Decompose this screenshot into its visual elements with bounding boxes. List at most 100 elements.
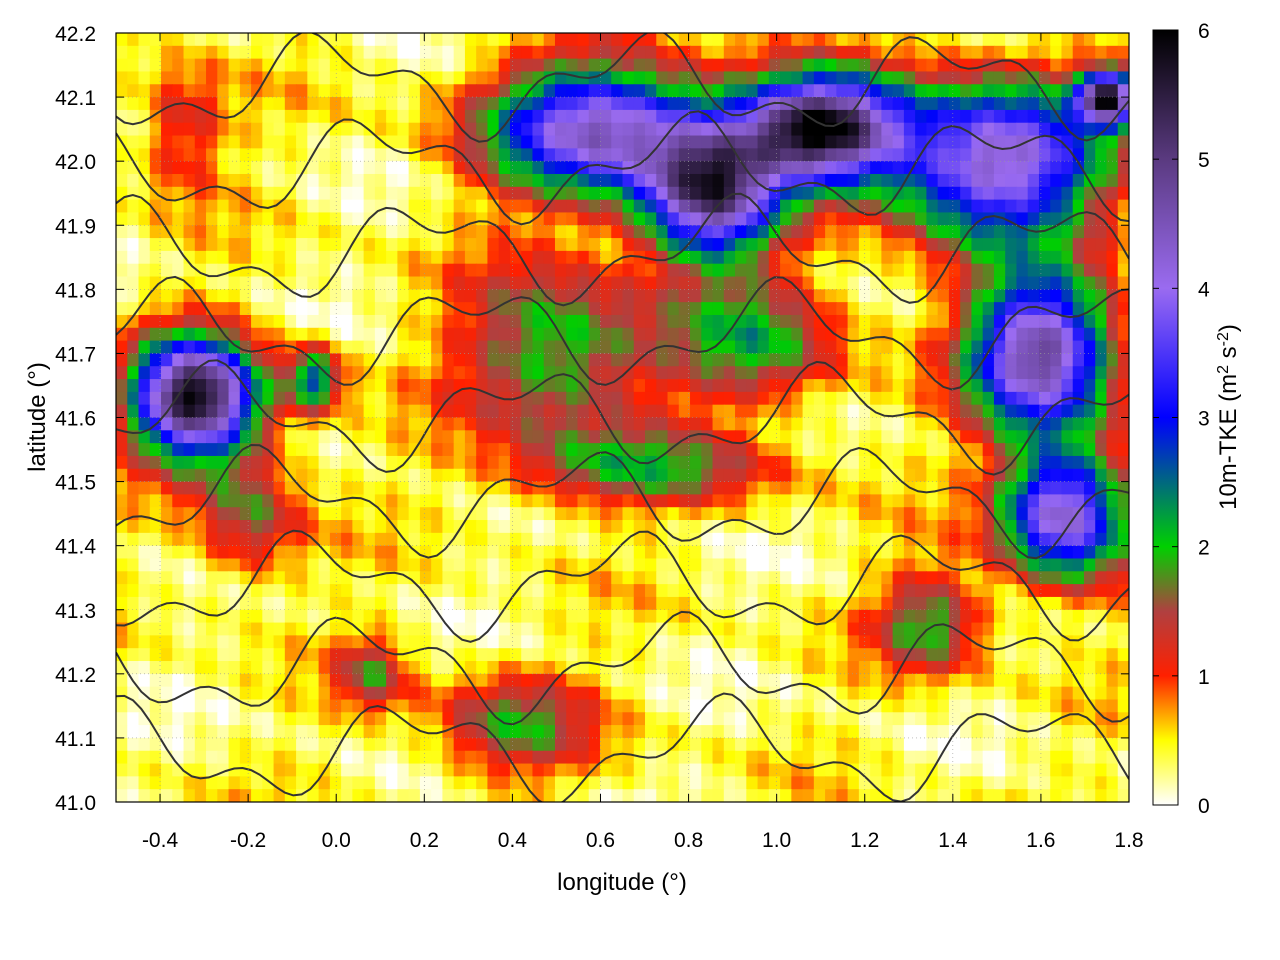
heatmap-cell: [464, 173, 477, 188]
heatmap-cell: [532, 276, 545, 290]
heatmap-cell: [723, 161, 736, 175]
heatmap-cell: [892, 455, 905, 470]
heatmap-cell: [667, 366, 680, 380]
heatmap-cell: [656, 314, 669, 329]
heatmap-cell: [149, 302, 162, 316]
heatmap-cell: [836, 33, 849, 47]
heatmap-cell: [633, 238, 646, 252]
heatmap-cell: [915, 725, 927, 739]
heatmap-cell: [161, 71, 173, 85]
heatmap-cell: [329, 648, 342, 662]
heatmap-cell: [825, 673, 837, 688]
heatmap-cell: [284, 417, 297, 431]
heatmap-cell: [1095, 404, 1108, 419]
heatmap-cell: [498, 417, 511, 431]
heatmap-cell: [397, 199, 410, 214]
heatmap-cell: [566, 148, 579, 162]
heatmap-cell: [993, 648, 1006, 662]
heatmap-cell: [1016, 109, 1029, 124]
heatmap-cell: [183, 302, 196, 316]
heatmap-cell: [881, 404, 894, 419]
heatmap-cell: [757, 263, 770, 278]
heatmap-cell: [1050, 186, 1063, 201]
heatmap-cell: [881, 494, 894, 508]
heatmap-cell: [566, 122, 579, 137]
heatmap-cell: [464, 340, 477, 355]
heatmap-cell: [431, 135, 444, 149]
heatmap-cell: [847, 289, 860, 303]
heatmap-cell: [791, 289, 804, 303]
heatmap-cell: [667, 263, 680, 278]
heatmap-cell: [554, 199, 567, 214]
heatmap-cell: [183, 340, 196, 355]
heatmap-cell: [723, 340, 736, 355]
heatmap-cell: [858, 302, 871, 316]
heatmap-cell: [768, 161, 781, 175]
heatmap-cell: [780, 507, 792, 521]
heatmap-cell: [780, 481, 792, 495]
heatmap-cell: [543, 379, 556, 393]
heatmap-cell: [318, 225, 331, 239]
heatmap-cell: [1005, 609, 1018, 624]
heatmap-cell: [656, 302, 669, 316]
heatmap-cell: [532, 686, 545, 701]
heatmap-cell: [1005, 225, 1018, 239]
heatmap-cell: [217, 122, 230, 137]
heatmap-cell: [543, 186, 556, 201]
heatmap-cell: [971, 225, 984, 239]
heatmap-cell: [498, 148, 511, 162]
heatmap-cell: [262, 109, 275, 124]
heatmap-cell: [1027, 276, 1040, 290]
heatmap-cell: [284, 686, 297, 701]
heatmap-cell: [296, 622, 308, 636]
heatmap-cell: [206, 737, 218, 752]
heatmap-cell: [239, 494, 252, 508]
heatmap-cell: [1027, 212, 1040, 226]
heatmap-cell: [971, 699, 984, 713]
heatmap-cell: [329, 596, 342, 611]
heatmap-cell: [993, 494, 1006, 508]
heatmap-cell: [701, 84, 714, 98]
heatmap-cell: [217, 97, 230, 111]
heatmap-cell: [690, 443, 702, 457]
heatmap-cell: [566, 276, 579, 290]
heatmap-cell: [521, 545, 534, 560]
heatmap-cell: [1083, 250, 1096, 265]
heatmap-cell: [1106, 545, 1119, 560]
heatmap-cell: [633, 686, 646, 701]
heatmap-cell: [847, 545, 860, 560]
heatmap-cell: [1083, 109, 1096, 124]
heatmap-cell: [1072, 648, 1085, 662]
heatmap-cell: [1083, 545, 1096, 560]
heatmap-cell: [690, 161, 702, 175]
heatmap-cell: [746, 609, 759, 624]
heatmap-cell: [532, 161, 545, 175]
heatmap-cell: [543, 314, 556, 329]
heatmap-cell: [566, 686, 579, 701]
heatmap-cell: [329, 417, 342, 431]
heatmap-cell: [138, 532, 151, 547]
heatmap-cell: [1005, 699, 1018, 713]
heatmap-cell: [453, 571, 466, 585]
heatmap-cell: [757, 366, 770, 380]
heatmap-cell: [408, 212, 421, 226]
heatmap-cell: [645, 135, 657, 149]
heatmap-cell: [149, 584, 162, 598]
heatmap-cell: [453, 327, 466, 342]
heatmap-cell: [352, 135, 365, 149]
heatmap-cell: [363, 673, 376, 688]
heatmap-cell: [442, 276, 455, 290]
heatmap-cell: [206, 712, 218, 726]
heatmap-cell: [284, 45, 297, 60]
heatmap-cell: [982, 263, 995, 278]
heatmap-cell: [723, 58, 736, 73]
heatmap-cell: [645, 302, 657, 316]
heatmap-cell: [813, 545, 826, 560]
heatmap-cell: [1072, 686, 1085, 701]
heatmap-cell: [993, 212, 1006, 226]
heatmap-cell: [194, 122, 207, 137]
heatmap-cell: [442, 33, 455, 47]
heatmap-cell: [937, 455, 950, 470]
heatmap-cell: [239, 84, 252, 98]
heatmap-cell: [656, 84, 669, 98]
